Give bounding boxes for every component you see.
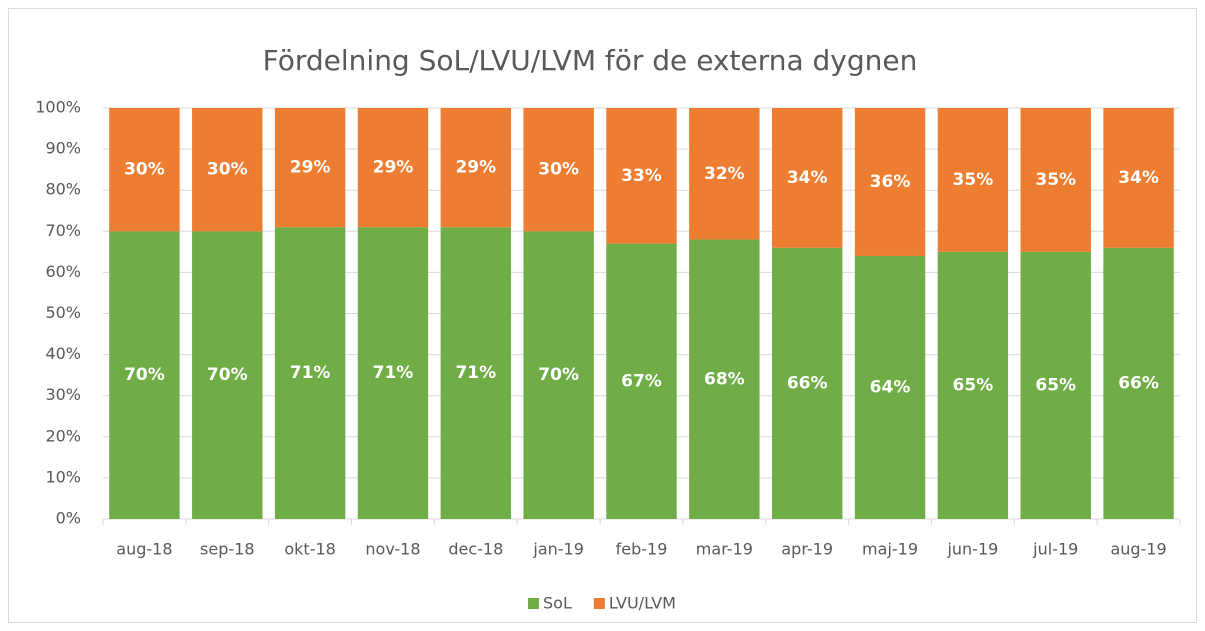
data-label: 70%	[207, 365, 248, 385]
x-tick-label: aug-18	[116, 540, 172, 559]
x-tick-label: jun-19	[946, 540, 998, 559]
legend-label: SoL	[543, 594, 572, 613]
bar-segment	[440, 227, 512, 519]
data-label: 33%	[621, 166, 662, 186]
y-tick-label: 50%	[45, 303, 81, 322]
bar-segment	[357, 108, 429, 228]
bar-segment	[854, 255, 926, 519]
bar-segment	[109, 231, 180, 520]
bar-segment	[109, 108, 180, 232]
bar-segment	[854, 108, 926, 256]
data-label: 34%	[787, 168, 828, 188]
data-label: 67%	[621, 371, 662, 391]
x-tick-label: sep-18	[200, 540, 254, 559]
bar-segment	[274, 108, 346, 228]
bar-segment	[1020, 251, 1091, 519]
x-tick-label: nov-18	[365, 540, 420, 559]
bar-segment	[274, 227, 346, 519]
data-label: 64%	[870, 377, 911, 397]
data-label: 66%	[787, 373, 828, 393]
bar-segment	[689, 239, 760, 519]
y-tick-label: 10%	[45, 467, 81, 486]
y-tick-label: 90%	[45, 139, 81, 158]
x-tick-label: jan-19	[532, 540, 584, 559]
bar-segment	[937, 108, 1009, 252]
bar-segment	[771, 108, 843, 248]
x-tick-label: dec-18	[448, 540, 503, 559]
data-label: 68%	[704, 369, 745, 389]
data-label: 29%	[373, 158, 414, 178]
bar-segment	[523, 231, 594, 520]
data-label: 70%	[124, 365, 165, 385]
y-tick-label: 0%	[56, 509, 81, 528]
bar-segment	[771, 247, 843, 520]
y-tick-label: 30%	[45, 385, 81, 404]
bar-segment	[440, 108, 512, 228]
x-tick-label: mar-19	[696, 540, 753, 559]
chart-title: Fördelning SoL/LVU/LVM för de externa dy…	[263, 44, 918, 77]
x-tick-label: apr-19	[781, 540, 833, 559]
bar-segment	[357, 227, 429, 519]
data-label: 35%	[1035, 170, 1076, 190]
bar-segment	[606, 108, 677, 244]
y-tick-label: 40%	[45, 344, 81, 363]
x-tick-label: okt-18	[284, 540, 335, 559]
legend-swatch	[593, 598, 605, 609]
bar-segment	[1103, 108, 1174, 248]
bar-segment	[689, 108, 760, 240]
bar-segment	[937, 251, 1009, 519]
y-tick-label: 60%	[45, 262, 81, 281]
data-label: 71%	[455, 363, 496, 383]
bar-segment	[192, 231, 263, 520]
data-label: 65%	[1035, 375, 1076, 395]
bar-segment	[523, 108, 594, 232]
data-label: 65%	[953, 375, 994, 395]
data-label: 66%	[1118, 373, 1159, 393]
data-label: 30%	[538, 160, 579, 180]
data-label: 35%	[953, 170, 994, 190]
data-label: 29%	[455, 158, 496, 178]
chart-frame	[8, 8, 1197, 623]
data-label: 71%	[290, 363, 331, 383]
y-tick-label: 20%	[45, 426, 81, 445]
bar-segment	[1020, 108, 1091, 252]
bar-segment	[606, 243, 677, 519]
legend-label: LVU/LVM	[609, 594, 676, 613]
legend-swatch	[528, 598, 539, 609]
x-tick-label: jul-19	[1032, 540, 1078, 559]
data-label: 29%	[290, 158, 331, 178]
x-tick-label: feb-19	[616, 540, 668, 559]
y-tick-label: 70%	[45, 221, 81, 240]
data-label: 30%	[124, 160, 165, 180]
x-tick-label: aug-19	[1110, 540, 1166, 559]
y-tick-label: 80%	[45, 180, 81, 199]
data-label: 70%	[538, 365, 579, 385]
y-tick-label: 100%	[35, 98, 81, 117]
data-label: 34%	[1118, 168, 1159, 188]
data-label: 32%	[704, 164, 745, 184]
data-label: 71%	[373, 363, 414, 383]
bar-segment	[192, 108, 263, 232]
data-label: 30%	[207, 160, 248, 180]
bar-segment	[1103, 247, 1174, 520]
x-tick-label: maj-19	[862, 540, 918, 559]
data-label: 36%	[870, 172, 911, 192]
